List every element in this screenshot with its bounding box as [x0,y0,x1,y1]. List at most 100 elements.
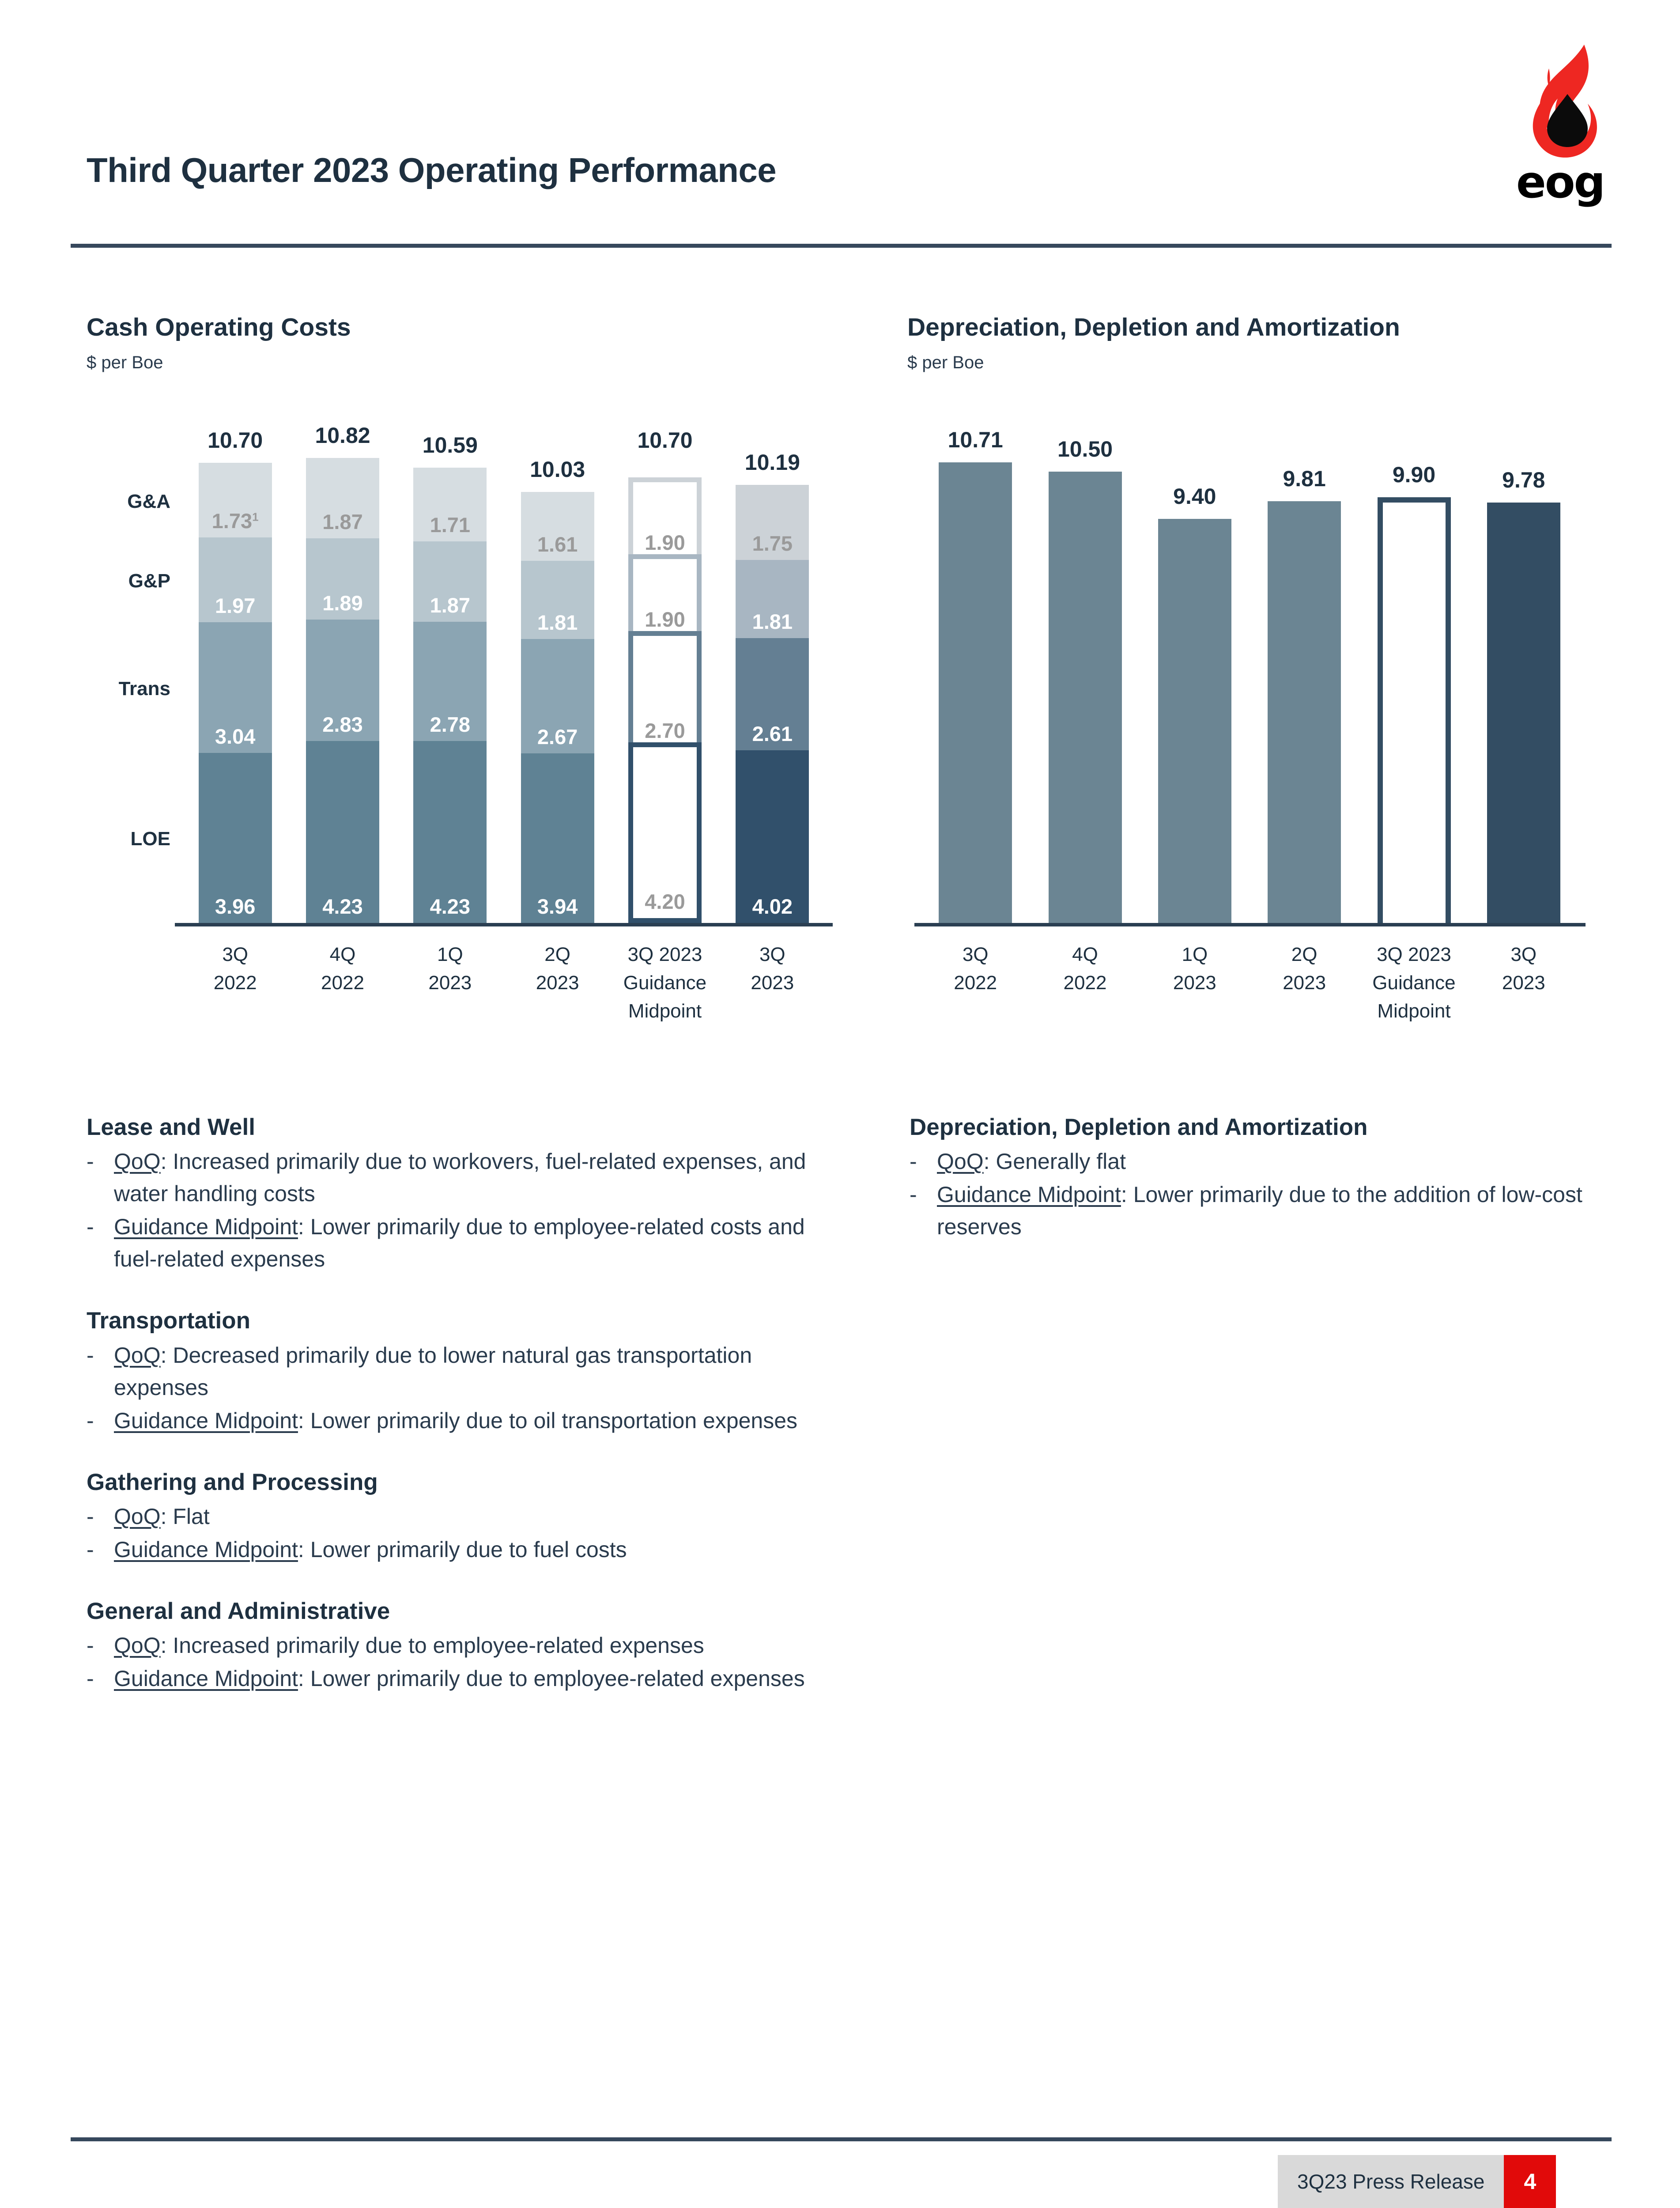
left-chart-subtitle: $ per Boe [87,352,163,372]
stack-segment-value: 3.96 [215,895,256,918]
logo-wordmark: eog [1516,156,1605,208]
note-heading: Transportation [87,1308,251,1334]
stack-segment-value: 1.89 [322,591,363,615]
stack-segment-value: 2.70 [645,719,685,743]
stacked-bar: 1.71 1.87 2.78 4.23 [413,468,487,923]
note-bullet: - Guidance Midpoint: Lower primarily due … [910,1179,1625,1243]
stack-segment-value: 1.87 [322,510,363,533]
stack-segment-value: 2.78 [430,713,471,737]
stack-segment-value: 1.87 [430,593,471,617]
stack-segment-trans: 2.78 [413,621,487,741]
bullet-lead-term: Guidance Midpoint [114,1408,298,1433]
stack-row-labels: LOE Trans G&P G&A [87,437,170,923]
stack-segment-trans: 3.04 [198,622,272,753]
eog-logo: eog [1510,42,1625,205]
stack-segment-trans: 2.61 [736,638,809,750]
stack-segment-value: 1.71 [430,513,471,537]
stack-segment-ga: 1.87 [306,457,379,538]
note-bullet: - QoQ: Decreased primarily due to lower n… [87,1339,811,1404]
dda-panel: Depreciation, Depletion and Amortization… [907,314,1623,373]
dda-bar-value: 9.40 [1173,484,1216,509]
left-chart-title: Cash Operating Costs [87,313,351,341]
bullet-dash: - [910,1182,917,1207]
bullet-text: Guidance Midpoint: Lower primarily due t… [114,1666,805,1691]
page-title: Third Quarter 2023 Operating Performance [87,151,777,189]
category-label: 3Q 2023 [751,944,794,994]
stack-segment-value: 4.20 [645,890,685,913]
bullet-dash: - [87,1633,94,1658]
bullet-text: Guidance Midpoint: Lower primarily due t… [937,1182,1582,1240]
stack-segment-gp: 1.97 [198,537,272,622]
bullet-text: Guidance Midpoint: Lower primarily due t… [114,1408,798,1433]
stack-segment-value: 1.75 [752,532,793,556]
stack-segment-loe: 4.20 [628,742,702,923]
bullet-dash: - [87,1666,94,1691]
stack-segment-value: 2.83 [322,713,363,737]
note-bullet: - QoQ: Generally flat [910,1146,1625,1178]
stack-segment-ga: 1.75 [736,485,809,560]
dda-bar-value: 9.90 [1392,462,1436,488]
row-label-trans: Trans [118,677,170,699]
bullet-lead-term: QoQ [114,1149,161,1174]
category-label: 4Q 2022 [1063,944,1107,994]
stack-total-label: 10.03 [530,457,585,482]
stack-segment-gp: 1.81 [736,560,809,638]
category-label: 3Q 2022 [954,944,997,994]
stack-segment-value: 2.61 [752,722,793,745]
dda-bar [1048,471,1122,923]
left-chart-axis [175,923,833,926]
stack-segment-value: 1.81 [752,609,793,633]
stacked-bar: 1.75 1.81 2.61 4.02 [736,485,809,923]
stacked-bar: 1.61 1.81 2.67 3.94 [521,492,594,923]
stacked-bar: 1.90 1.90 2.70 4.20 [628,477,702,923]
stack-segment-trans: 2.83 [306,619,379,741]
footnote-marker: 1 [252,510,259,524]
stack-segment-ga: 1.61 [521,492,594,561]
note-bullet: - QoQ: Increased primarily due to employe… [87,1630,811,1662]
footer-label: 3Q23 Press Release [1278,2155,1504,2208]
right-notes: Depreciation, Depletion and Amortization… [910,1113,1625,1274]
dda-bar [1158,518,1231,923]
dda-bar [1268,501,1341,923]
note-block: Lease and Well - QoQ: Increased primarily … [87,1113,811,1275]
stack-segment-loe: 3.94 [521,753,594,923]
stack-segment-gp: 1.87 [413,541,487,622]
footer-divider [71,2137,1612,2141]
stack-segment-value: 1.81 [537,610,578,634]
dda-bar-value: 10.71 [948,427,1003,453]
dda-bars: 10.71 10.50 9.40 9.81 9.90 9.78 [921,429,1578,923]
stack-segment-loe: 4.23 [413,741,487,923]
bullet-text: QoQ: Increased primarily due to workover… [114,1149,806,1206]
page-number: 4 [1504,2155,1556,2208]
stack-segment-gp: 1.90 [628,554,702,636]
cash-operating-costs-panel: Cash Operating Costs $ per Boe [87,314,833,373]
stack-segment-value: 4.02 [752,895,793,918]
bullet-text: QoQ: Decreased primarily due to lower na… [114,1342,752,1400]
bullet-lead-term: Guidance Midpoint [114,1214,298,1240]
category-label: 1Q 2023 [428,944,472,994]
dda-bar [1377,497,1451,923]
note-heading: General and Administrative [87,1598,390,1624]
note-block: Transportation - QoQ: Decreased primarily … [87,1306,811,1437]
bullet-dash: - [87,1537,94,1562]
bullet-lead-term: QoQ [114,1633,161,1658]
stack-total-label: 10.59 [422,433,478,458]
category-label: 2Q 2023 [536,944,579,994]
note-heading: Lease and Well [87,1114,255,1140]
bullet-dash: - [87,1149,94,1174]
stack-segment-trans: 2.70 [628,631,702,748]
stack-segment-ga: 1.90 [628,477,702,560]
cash-operating-costs-chart: LOE Trans G&P G&A 10.70 1.731 1.97 3.04 3.96 10.… [87,424,837,1047]
footer-badge: 3Q23 Press Release 4 [1278,2155,1556,2208]
stack-total-label: 10.82 [315,423,370,448]
stack-segment-gp: 1.89 [306,538,379,620]
stacked-bars: 10.70 1.731 1.97 3.04 3.96 10.82 1.87 1.89 2.83 4… [181,424,826,923]
dda-bar-value: 9.81 [1283,466,1326,492]
slide-header: Third Quarter 2023 Operating Performance… [0,0,1680,248]
bullet-text: QoQ: Generally flat [937,1149,1126,1174]
stack-segment-value: 1.90 [645,531,685,555]
dda-bar [939,462,1012,923]
stack-total-label: 10.70 [637,428,693,453]
row-label-gp: G&P [128,570,170,592]
